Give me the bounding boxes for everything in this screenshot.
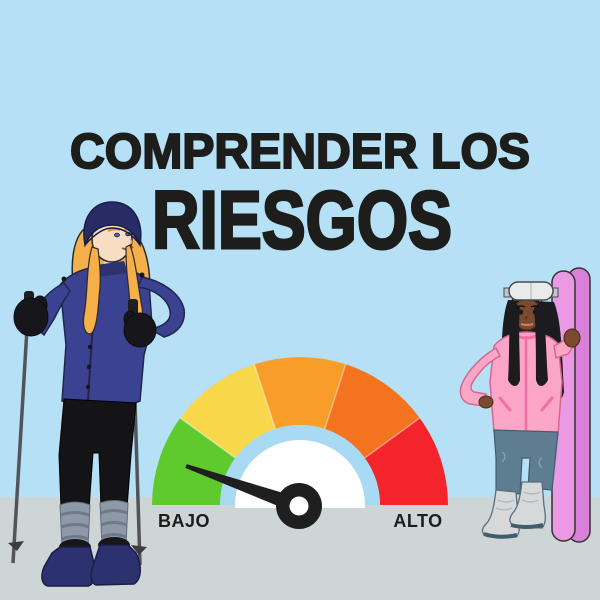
- skier-with-poles: [8, 201, 186, 587]
- gauge-segment-high: [364, 418, 448, 505]
- poster-title: COMPRENDER LOS RIESGOS: [69, 124, 531, 260]
- boots: [41, 544, 141, 587]
- right-arm: [459, 346, 502, 407]
- boot-soles: [483, 523, 544, 539]
- gauge-segment-low: [152, 418, 236, 505]
- gauge-low-label: BAJO: [157, 511, 210, 531]
- skier-holding-skis: [459, 267, 591, 543]
- ski-goggles: [503, 281, 559, 301]
- gauge-segment-medium-high: [324, 364, 420, 458]
- gauge-high-label: ALTO: [393, 511, 443, 531]
- jacket-collar: [96, 261, 128, 277]
- face-features: [516, 305, 540, 327]
- pants: [493, 429, 559, 495]
- gauge-seams: [179, 364, 421, 459]
- hand-on-hip: [478, 395, 494, 409]
- pants-creases: [501, 451, 543, 469]
- jacket-buttons: [61, 272, 145, 390]
- gauge-needle: [185, 464, 322, 529]
- hand-on-ski: [563, 328, 581, 348]
- gauge-segment-medium-low: [180, 364, 276, 458]
- needle-hub-hole: [289, 496, 309, 516]
- gloves: [13, 295, 157, 348]
- sock-stripes: [60, 509, 128, 541]
- title-line-2: RIESGOS: [152, 175, 452, 260]
- pants: [58, 398, 137, 510]
- gauge-segments: [152, 357, 448, 505]
- title-line-1: COMPRENDER LOS: [70, 125, 530, 179]
- boot-laces: [495, 491, 541, 511]
- risk-gauge: [152, 357, 448, 529]
- pole-baskets: [8, 541, 147, 555]
- gauge-segment-medium: [254, 357, 346, 429]
- beanie-fold: [84, 227, 141, 246]
